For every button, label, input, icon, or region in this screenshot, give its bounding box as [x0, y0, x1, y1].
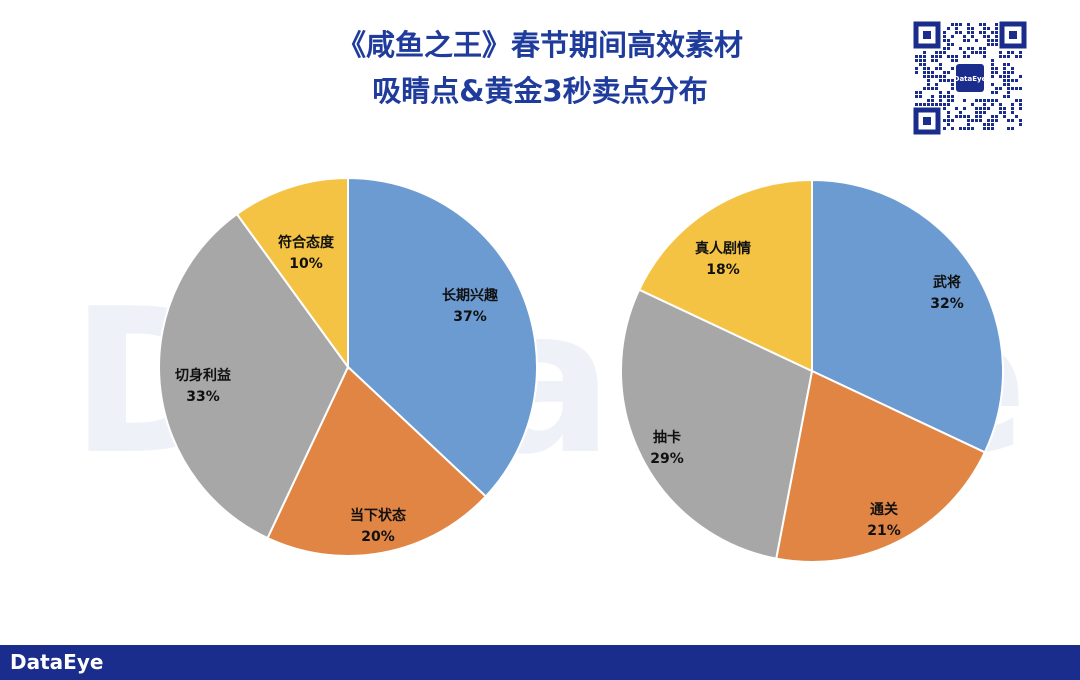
chart-title: 《咸鱼之王》春节期间高效素材 吸睛点&黄金3秒卖点分布 — [250, 22, 830, 114]
qr-code: DataEye — [912, 20, 1028, 136]
qr-logo: DataEye — [954, 75, 987, 83]
pie2-label-2: 通关 — [870, 501, 898, 518]
pie1-pct-2: 20% — [361, 529, 395, 545]
pie2-slice-3 — [620, 288, 814, 560]
pie-charts: 长期兴趣 37% 当下状态 20% 切身利益 33% 符合态度 10% 武将 32% 通关 21% 抽卡… — [158, 176, 1004, 563]
pie1-slice-1 — [347, 176, 538, 498]
pie2-pct-4: 18% — [706, 262, 740, 278]
pie2-slice-4 — [637, 178, 813, 373]
title-line-1: 《咸鱼之王》春节期间高效素材 — [336, 28, 743, 62]
pie2-slice-1 — [811, 178, 1004, 454]
pie2-label-3: 抽卡 — [653, 429, 681, 446]
pie1-pct-1: 37% — [453, 309, 487, 325]
pie1-label-4: 符合态度 — [277, 234, 335, 251]
pie1-label-2: 当下状态 — [350, 507, 406, 524]
footer-logo: DataEye — [10, 650, 104, 674]
pie2-label-1: 武将 — [933, 274, 961, 291]
pie1-label-3: 切身利益 — [175, 367, 231, 384]
pie2-label-4: 真人剧情 — [695, 240, 751, 257]
pie1-label-1: 长期兴趣 — [442, 287, 499, 304]
pie2-pct-1: 32% — [930, 296, 964, 312]
pie1-slice-2 — [266, 365, 488, 557]
pie2-pct-3: 29% — [650, 451, 684, 467]
footer-bar: DataEye — [0, 645, 1080, 680]
title-line-2: 吸睛点&黄金3秒卖点分布 — [372, 74, 708, 108]
pie2-slice-2 — [775, 369, 987, 563]
pie1-slice-4 — [235, 176, 349, 371]
pie2-pct-2: 21% — [867, 523, 901, 539]
pie1-pct-4: 10% — [289, 256, 323, 272]
pie1-pct-3: 33% — [186, 389, 220, 405]
pie1-slice-3 — [158, 212, 350, 540]
